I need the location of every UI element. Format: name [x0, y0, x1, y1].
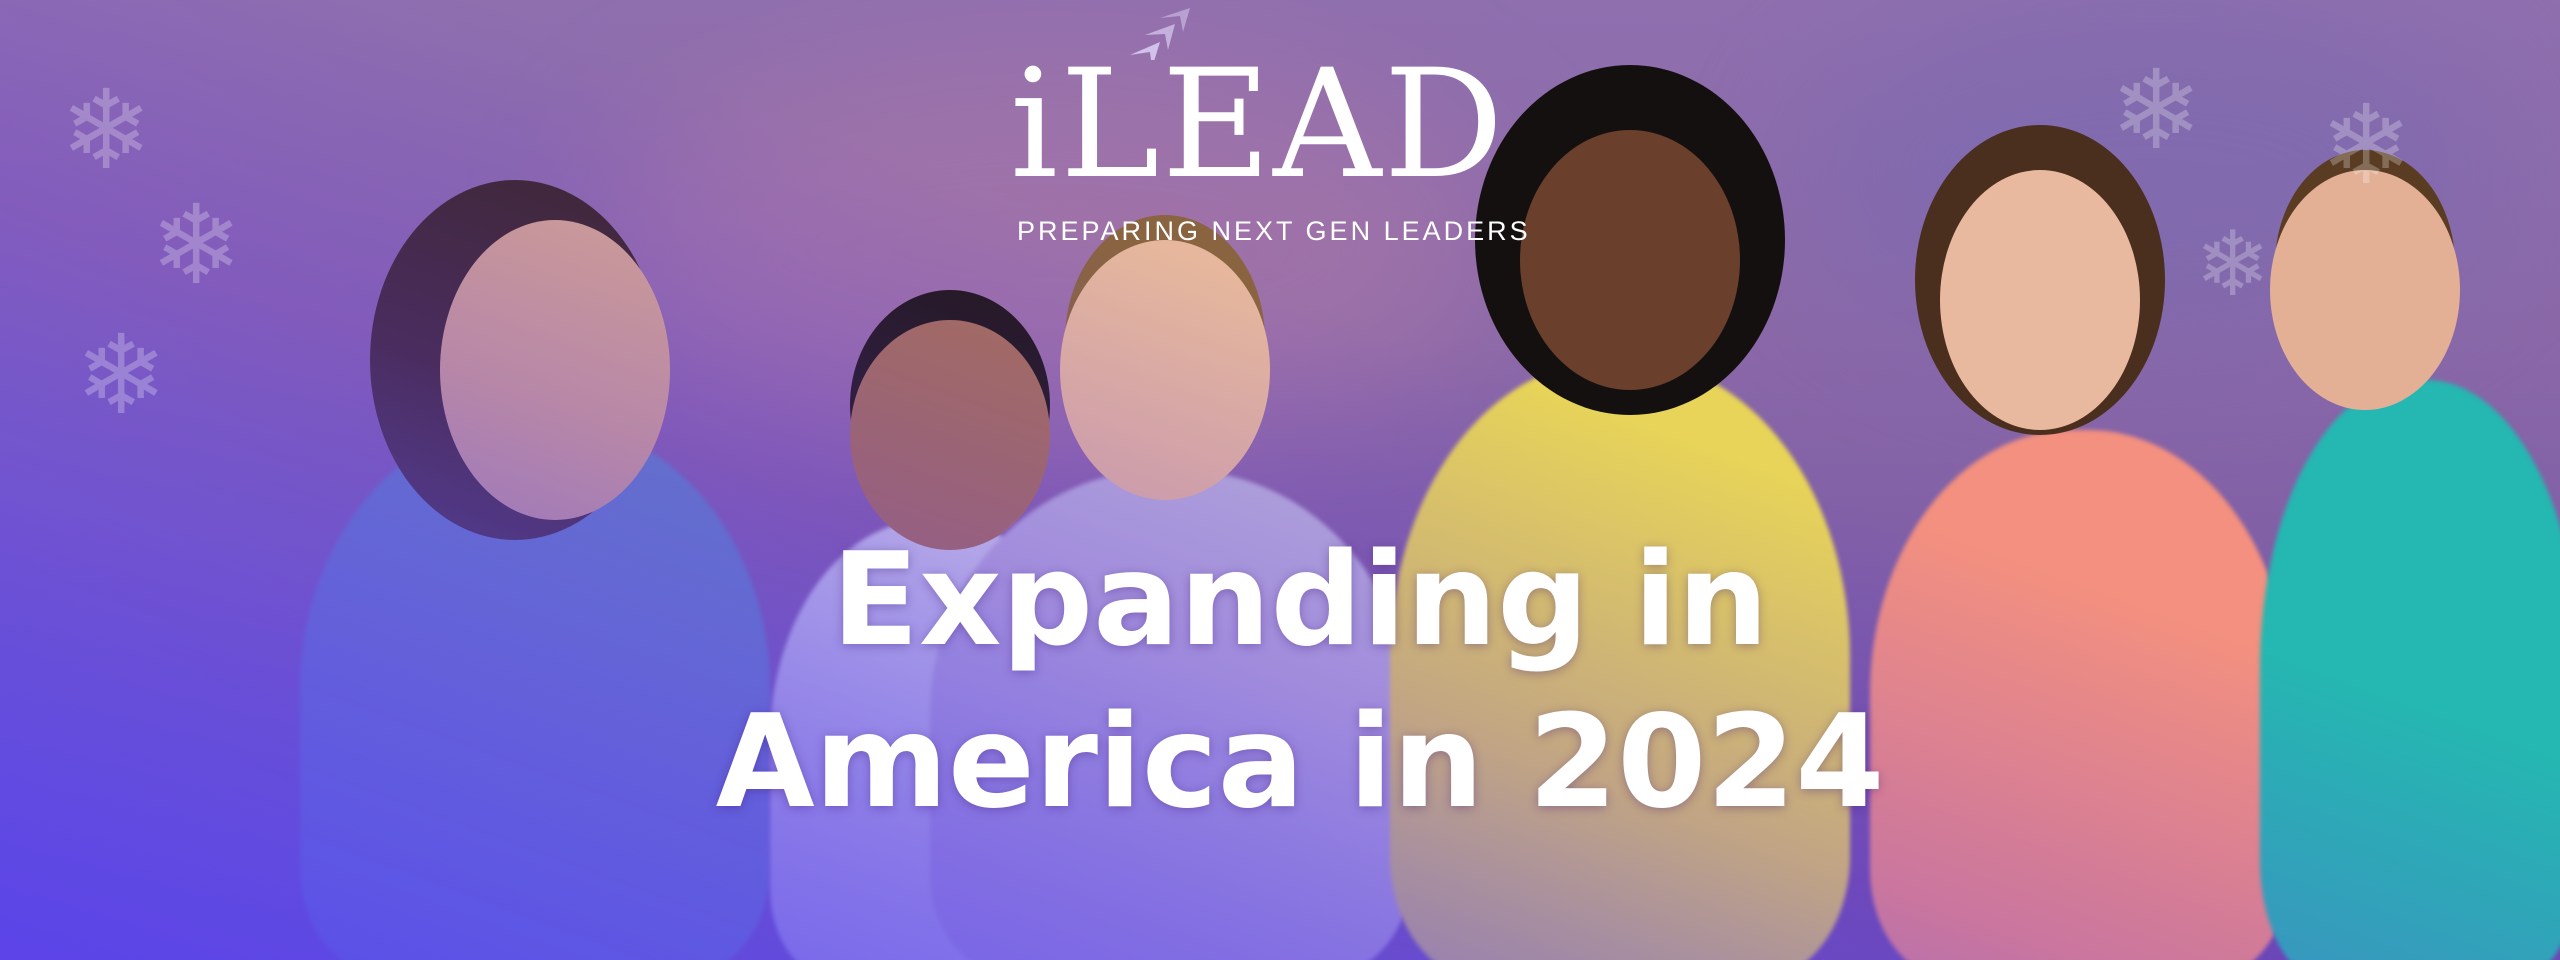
snowflake-icon: ❄: [75, 311, 168, 439]
snowflake-icon: ❄: [2110, 46, 2203, 174]
snowflake-icon: ❄: [2320, 81, 2413, 209]
logo-wordmark: iLEAD: [1010, 38, 1506, 212]
snowflake-icon: ❄: [150, 181, 243, 309]
snowflake-icon: ❄: [2195, 212, 2271, 317]
snowflake-icon: ❄: [60, 66, 153, 194]
headline-line-2: America in 2024: [715, 688, 1885, 837]
ilead-logo[interactable]: iLEAD PREPARING NEXT GEN LEADERS: [1010, 8, 1570, 255]
headline: Expanding in America in 2024: [0, 520, 2560, 844]
headline-line-1: Expanding in: [831, 526, 1769, 675]
logo-tagline: PREPARING NEXT GEN LEADERS: [1017, 216, 1531, 246]
arrow-chevrons-icon: [1130, 8, 1190, 60]
